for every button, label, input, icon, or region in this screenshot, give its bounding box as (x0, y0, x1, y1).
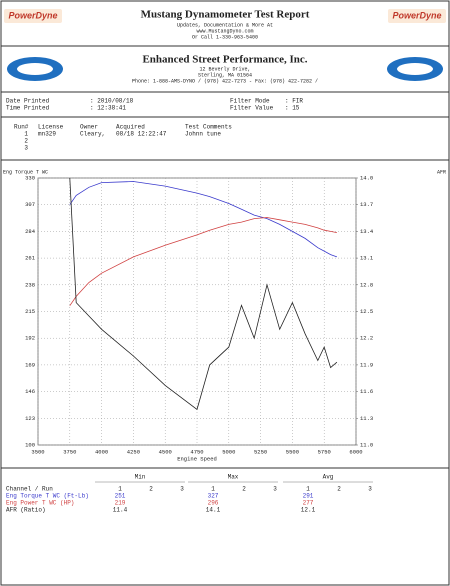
y2-tick-label: 13.1 (360, 255, 374, 262)
label: Time Printed (6, 105, 50, 112)
channel-label: Eng Torque T WC (Ft-Lb) (6, 493, 89, 500)
run-number: 2 (149, 486, 153, 493)
powerdyne-logo (4, 9, 62, 23)
y2-tick-label: 12.5 (360, 308, 373, 315)
report-title: Mustang Dynamometer Test Report (141, 9, 310, 21)
summary-value: 251 (115, 493, 126, 500)
y2-tick-label: 13.7 (360, 201, 373, 208)
x-tick-label: 4500 (159, 448, 172, 455)
y-tick-label: 192 (25, 335, 35, 342)
run-number: 2 (242, 486, 246, 493)
run-cell: 1 (24, 131, 28, 138)
summary-column: Min (135, 474, 146, 481)
header-line: Updates, Documentation & More At (177, 22, 273, 28)
run-number: 3 (180, 486, 184, 493)
run-cell: 08/18 12:22:47 (116, 131, 167, 138)
label: Date Printed (6, 98, 50, 105)
y2-tick-label: 14.0 (360, 174, 373, 181)
summary-value: 296 (208, 500, 219, 507)
label: Filter Value (230, 105, 274, 112)
y2-tick-label: 11.9 (360, 361, 373, 368)
y-tick-label: 146 (25, 388, 35, 395)
series-line (69, 217, 337, 306)
channel-label: AFR (Ratio) (6, 507, 46, 514)
run-cell: mn329 (38, 131, 56, 138)
value: : 15 (285, 105, 300, 112)
summary-value: 11.4 (113, 507, 128, 514)
summary-value: 327 (208, 493, 219, 500)
run-cell: 3 (24, 145, 28, 152)
run-header: Run# (14, 124, 29, 131)
y-axis-title: Eng Torque T WC (3, 169, 48, 175)
powerdyne-logo (388, 9, 446, 23)
x-tick-label: 6000 (349, 448, 362, 455)
y2-axis-title: AFR (437, 169, 446, 175)
x-tick-label: 5750 (318, 448, 331, 455)
x-tick-label: 3750 (63, 448, 76, 455)
x-tick-label: 3500 (31, 448, 44, 455)
y2-tick-label: 12.8 (360, 281, 373, 288)
y2-tick-label: 13.4 (360, 228, 374, 235)
run-cell: Cleary, (80, 131, 105, 138)
summary-value: 14.1 (206, 507, 221, 514)
summary-value: 291 (303, 493, 314, 500)
company-name: Enhanced Street Performance, Inc. (142, 54, 307, 66)
y2-tick-label: 11.0 (360, 441, 373, 448)
company-line: Sterling, MA 01564 (198, 72, 252, 78)
y2-tick-label: 11.3 (360, 415, 373, 422)
y-tick-label: 123 (25, 415, 35, 422)
company-line: 12 Beverly Drive, (199, 66, 250, 72)
y-tick-label: 238 (25, 281, 35, 288)
run-header: Test Comments (185, 124, 232, 131)
logo-text: PowerDyne (392, 10, 441, 20)
run-header: License (38, 124, 64, 131)
y-tick-label: 330 (25, 174, 35, 181)
y-tick-label: 307 (25, 201, 35, 208)
x-tick-label: 5250 (254, 448, 267, 455)
x-axis-title: Engine Speed (177, 455, 217, 462)
y2-tick-label: 11.6 (360, 388, 373, 395)
run-number: 2 (337, 486, 341, 493)
run-cell: 2 (24, 138, 28, 145)
series-line (69, 177, 338, 411)
y-tick-label: 215 (25, 308, 35, 315)
x-tick-label: 4000 (95, 448, 108, 455)
company-line: Phone: 1-888-AMS-DYNO / (978) 422-7273 -… (132, 78, 318, 84)
run-number: 1 (306, 486, 310, 493)
summary-column: Max (228, 474, 239, 481)
channel-header: Channel / Run (6, 486, 53, 493)
y-tick-label: 169 (25, 361, 35, 368)
series-line (69, 181, 338, 258)
y2-tick-label: 12.2 (360, 335, 373, 342)
summary-value: 277 (303, 500, 314, 507)
esp-logo (7, 57, 443, 81)
summary-value: 12.1 (301, 507, 316, 514)
x-tick-label: 5500 (286, 448, 299, 455)
channel-label: Eng Power T WC (HP) (6, 500, 74, 507)
summary-value: 219 (115, 500, 126, 507)
run-header: Owner (80, 124, 98, 131)
logo-text: PowerDyne (8, 10, 57, 20)
x-tick-label: 4250 (127, 448, 140, 455)
x-tick-label: 5000 (222, 448, 235, 455)
summary-column: Avg (323, 474, 334, 481)
header-line: Or Call 1-330-963-5400 (192, 34, 258, 40)
value: : 12:38:41 (90, 105, 126, 112)
y-tick-label: 284 (25, 228, 36, 235)
run-number: 1 (211, 486, 215, 493)
value: : 2010/08/18 (90, 98, 134, 105)
y-tick-label: 100 (25, 441, 35, 448)
run-number: 1 (118, 486, 122, 493)
header-line: www.MustangDyno.com (196, 28, 253, 34)
label: Filter Mode (230, 98, 270, 105)
run-cell: Johnn tune (185, 131, 221, 138)
x-tick-label: 4750 (190, 448, 203, 455)
value: : FIR (285, 98, 303, 105)
run-number: 3 (368, 486, 372, 493)
run-number: 3 (273, 486, 277, 493)
y-tick-label: 261 (25, 255, 36, 262)
run-header: Acquired (116, 124, 145, 131)
